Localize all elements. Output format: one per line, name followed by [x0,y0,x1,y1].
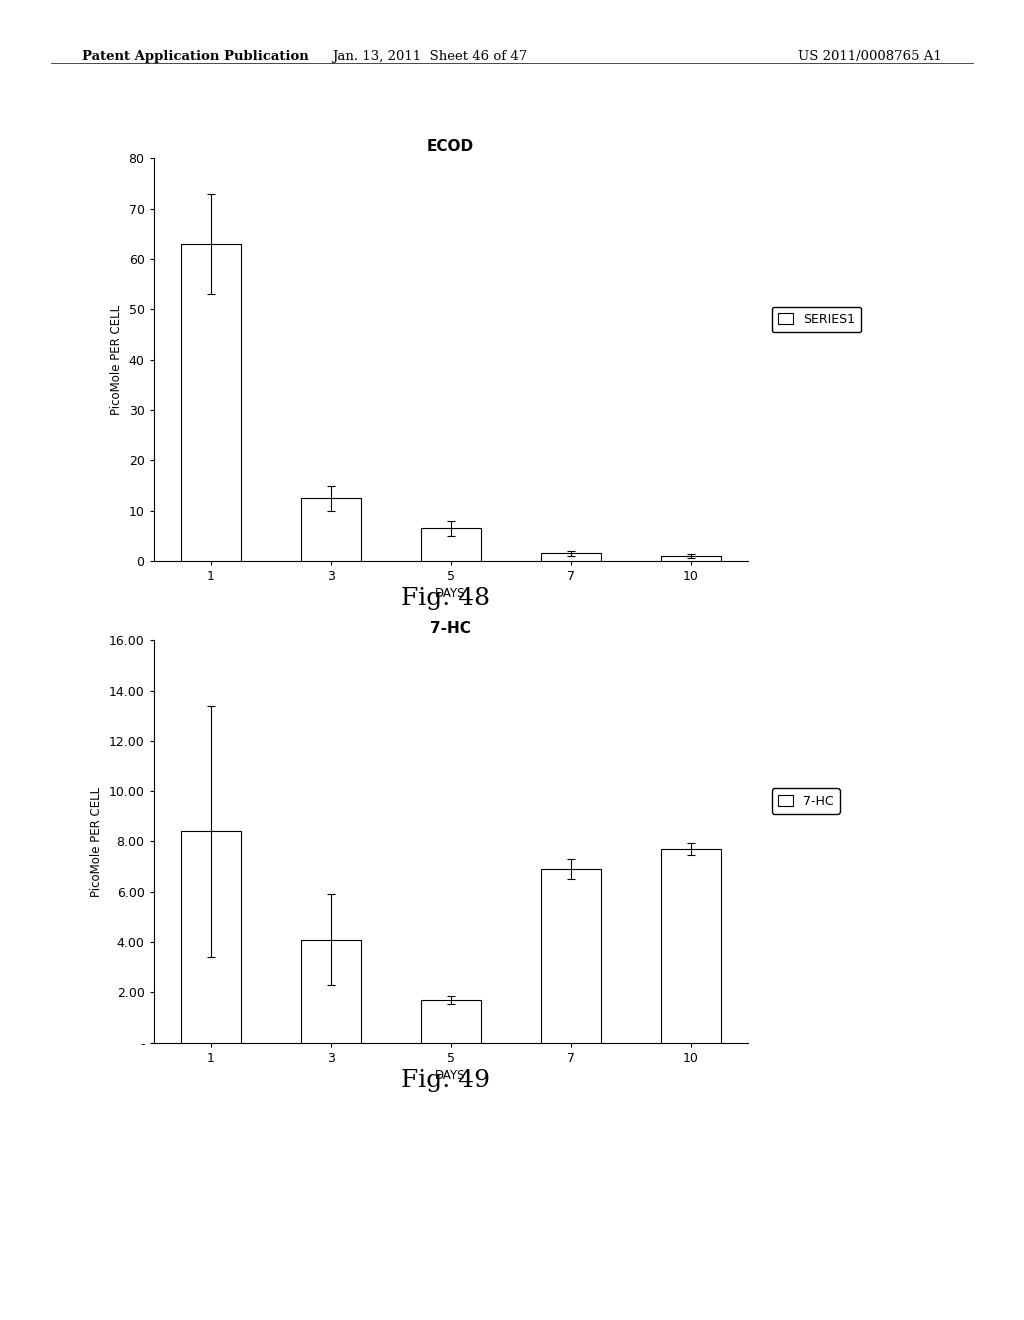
Title: ECOD: ECOD [427,140,474,154]
Bar [660,556,721,561]
Bar [421,528,480,561]
Text: US 2011/0008765 A1: US 2011/0008765 A1 [799,50,942,63]
X-axis label: DAYS: DAYS [435,1069,466,1082]
Bar [421,1001,480,1043]
Title: 7-HC: 7-HC [430,622,471,636]
X-axis label: DAYS: DAYS [435,587,466,601]
Text: Fig. 48: Fig. 48 [401,587,489,610]
Bar [541,869,600,1043]
Bar [541,553,600,561]
Y-axis label: PicoMole PER CELL: PicoMole PER CELL [110,305,123,414]
Bar [180,244,241,561]
Legend: SERIES1: SERIES1 [772,306,861,333]
Bar [180,832,241,1043]
Bar [660,849,721,1043]
Text: Fig. 49: Fig. 49 [401,1069,489,1092]
Text: Patent Application Publication: Patent Application Publication [82,50,308,63]
Bar [301,498,360,561]
Bar [301,940,360,1043]
Legend: 7-HC: 7-HC [772,788,840,814]
Text: Jan. 13, 2011  Sheet 46 of 47: Jan. 13, 2011 Sheet 46 of 47 [333,50,527,63]
Y-axis label: PicoMole PER CELL: PicoMole PER CELL [90,787,103,896]
